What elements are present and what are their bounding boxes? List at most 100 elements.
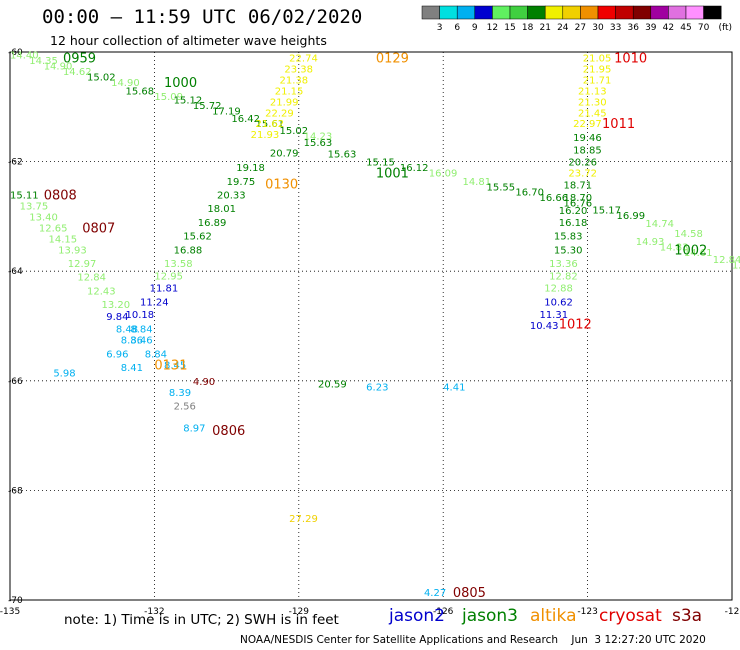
swh-value: 21.99 [270,97,299,108]
swh-value: 21.30 [578,97,607,108]
swh-value: 15.02 [280,126,309,137]
swh-value: 11.24 [140,297,169,308]
swh-value: 8.41 [121,363,143,374]
color-scale-swatch [527,5,546,20]
swh-value: 14.90 [44,62,73,73]
swh-value: 10.43 [530,321,559,332]
swh-value: 15.63 [328,149,357,160]
swh-value: 16.89 [198,218,227,229]
swh-value: 13.93 [58,245,87,256]
swh-value: 12.84 [77,273,106,284]
color-scale-label: 24 [557,23,569,33]
swh-value: 15.02 [87,73,116,84]
swh-value: 12.43 [87,286,116,297]
swh-value: 21.13 [578,86,607,97]
swh-value: 21.45 [578,108,607,119]
color-scale-swatch [668,5,687,20]
swh-value: 18.01 [207,204,236,215]
color-scale-label: 39 [645,23,657,33]
swh-value: 16.12 [400,163,429,174]
swh-value: 15.72 [193,101,222,112]
swh-value: 12.84 [713,255,740,266]
color-scale-swatch [703,5,722,20]
swh-value: 11.81 [150,284,179,295]
swh-value: 21.62 [255,119,284,130]
pass-time-label: 1001 [376,167,409,182]
color-scale-label: 18 [522,23,534,33]
swh-value: 14.15 [49,234,78,245]
x-tick-label: -135 [0,607,20,617]
swh-value: 22.74 [289,53,318,64]
swh-value: 12.88 [544,284,573,295]
swh-value: 18.85 [573,146,602,157]
chart-subtitle: 12 hour collection of altimeter wave hei… [50,33,327,48]
pass-time-label: 0129 [376,51,409,66]
swh-value: 16.88 [174,245,203,256]
swh-value: 18.71 [564,181,593,192]
color-scale-swatch [597,5,616,20]
swh-value: 15.55 [487,182,516,193]
swh-value: 22.29 [265,108,294,119]
color-scale-label: 36 [627,23,639,33]
satellite-jason2: jason2 [389,606,445,626]
x-tick-label: -129 [289,607,310,617]
plot-frame [9,51,733,601]
swh-value: 14.81 [462,177,491,188]
swh-value: 13.75 [20,201,49,212]
y-tick-label: -66 [8,377,23,387]
satellite-cryosat: cryosat [599,606,662,626]
swh-value: 9.84 [106,312,128,323]
swh-value: 16.70 [515,188,544,199]
color-scale-swatch [562,5,581,20]
pass-time-label: 1002 [674,243,707,258]
swh-value: 16.18 [559,218,588,229]
pass-time-label: 1011 [602,117,635,132]
pass-time-label: 0807 [82,221,115,236]
swh-value: 14.23 [304,131,333,142]
swh-value: 13.40 [29,212,58,223]
swh-value: 22.97 [573,119,602,130]
color-scale-swatch [492,5,511,20]
swh-value: 21.93 [251,130,280,141]
swh-value: 13.58 [164,259,193,270]
swh-value: 10.18 [126,310,155,321]
swh-value: 8.84 [130,325,152,336]
x-tick-label: -12 [725,607,740,617]
swh-value: 20.59 [318,380,347,391]
x-tick-label: -126 [433,607,454,617]
chart-title: 00:00 – 11:59 UTC 06/02/2020 [42,6,363,28]
swh-value: 21.38 [280,75,309,86]
color-scale-swatch [421,5,440,20]
y-tick-label: -68 [8,486,23,496]
swh-value: 18.70 [564,193,593,204]
swh-value: 19.46 [573,133,602,144]
y-tick-label: -70 [8,596,23,606]
color-scale-unit: (ft) [718,23,732,33]
swh-value: 8.45 [164,360,186,371]
swh-value: 14.40 [10,51,39,62]
swh-value: 16.42 [231,114,260,125]
swh-value: 14.93 [636,237,665,248]
color-scale-swatch [439,5,458,20]
swh-value: 12.97 [68,259,97,270]
swh-value: 27.29 [289,514,318,525]
color-scale-label: 12 [487,23,498,33]
swh-value: 2.56 [174,401,196,412]
swh-value: 15.11 [10,190,39,201]
y-tick-label: -64 [8,267,23,277]
pass-time-label: 0805 [453,586,486,601]
swh-value: 17.19 [212,107,241,118]
swh-value: 21.95 [583,64,612,75]
swh-value: 15.15 [366,158,395,169]
pass-time-label: 0131 [154,358,187,373]
swh-value: 8.97 [183,423,205,434]
color-scale-label: 6 [454,23,460,33]
pass-time-label: 0806 [212,424,245,439]
swh-value: 20.79 [270,148,299,159]
swh-value: 8.39 [169,388,191,399]
x-tick-label: -132 [144,607,164,617]
color-scale-swatch [474,5,493,20]
color-scale-label: 70 [698,23,710,33]
color-scale-swatch [685,5,704,20]
